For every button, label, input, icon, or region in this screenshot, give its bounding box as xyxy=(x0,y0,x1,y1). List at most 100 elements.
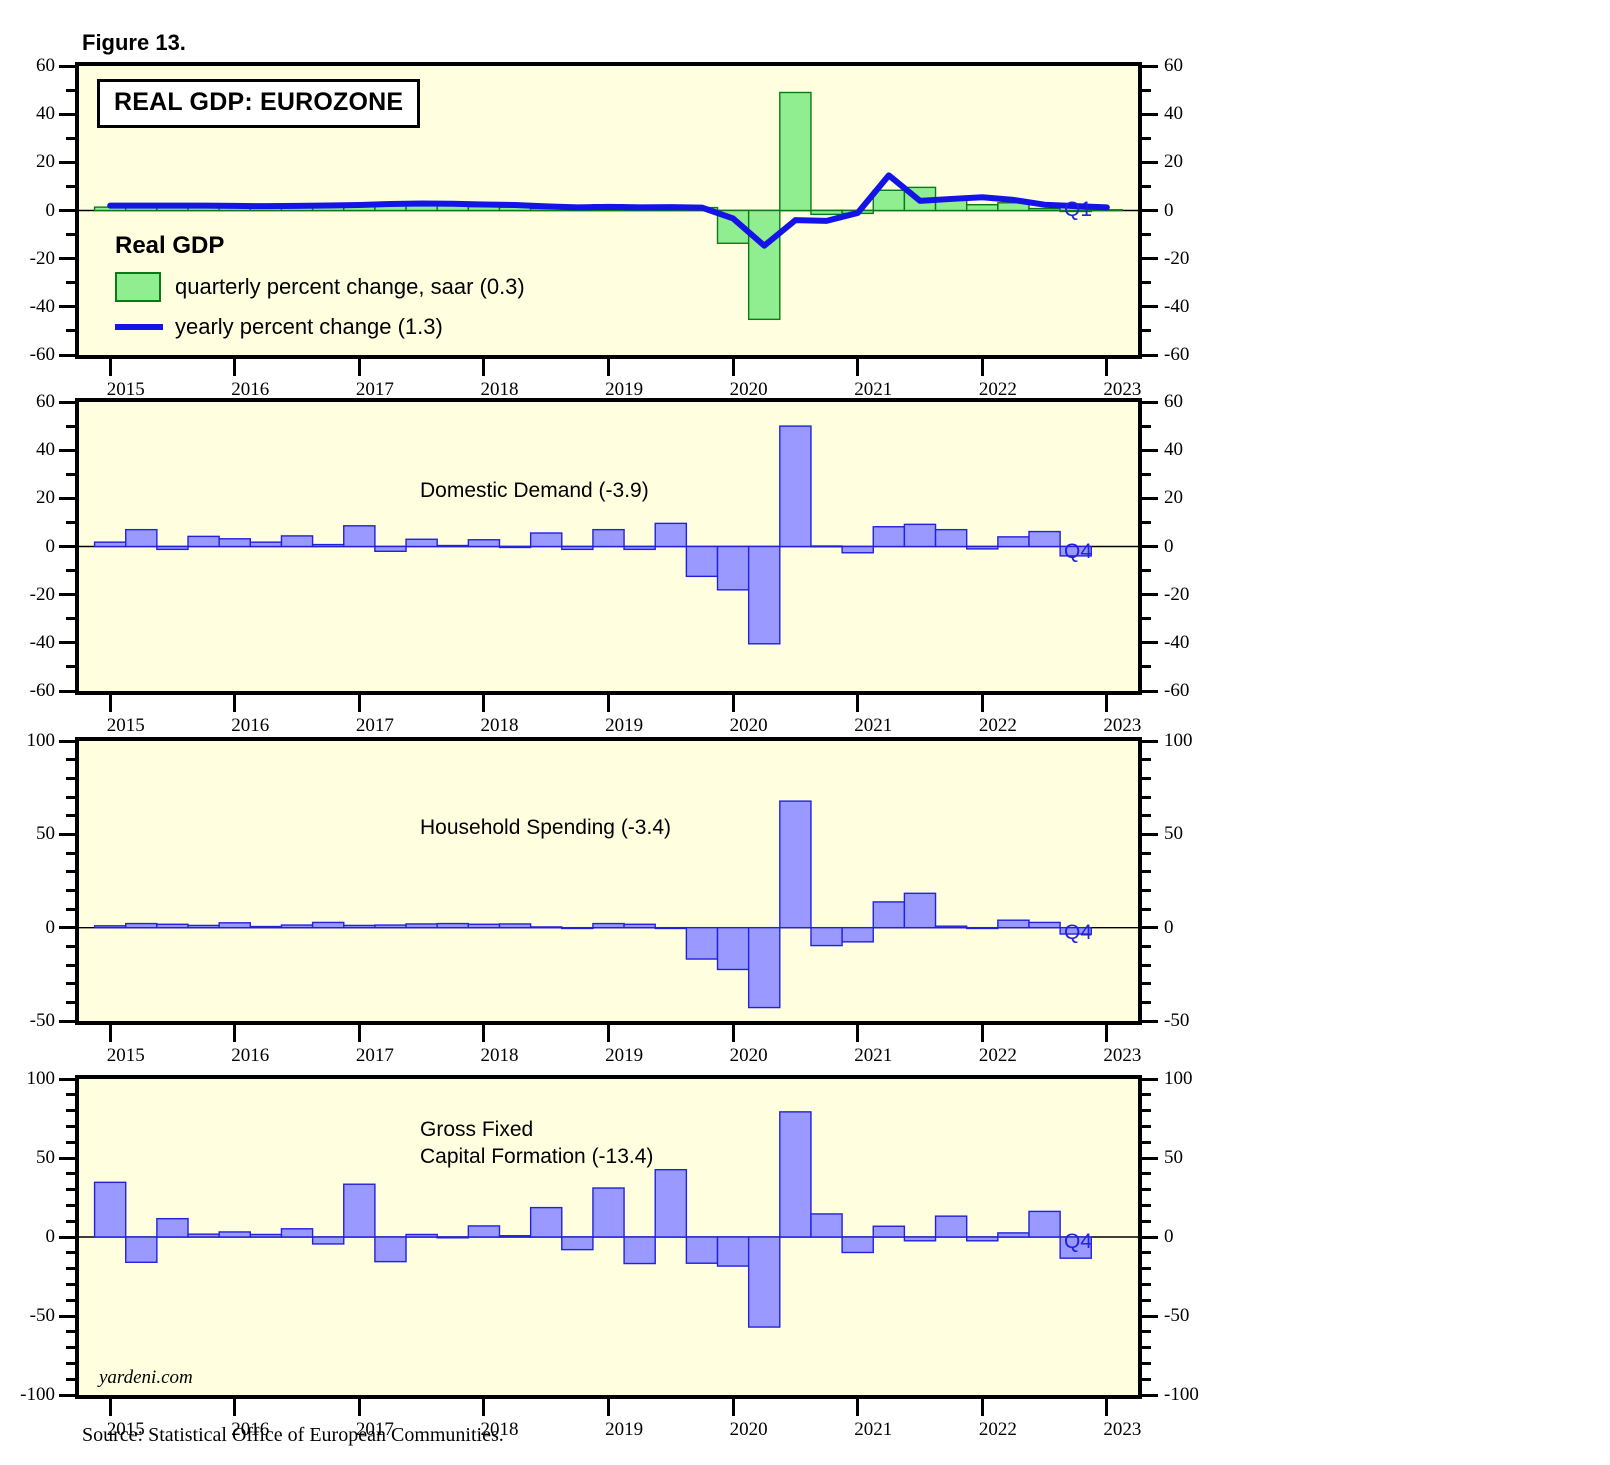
y-tick xyxy=(66,1346,75,1350)
y-tick xyxy=(59,209,75,212)
y-tick xyxy=(66,1000,75,1004)
y-tick xyxy=(1142,209,1158,212)
x-axis-label: 2023 xyxy=(1103,379,1142,400)
bar xyxy=(716,1236,750,1267)
bar xyxy=(467,1225,501,1238)
y-tick xyxy=(59,593,75,597)
y-tick xyxy=(1142,832,1158,836)
bar xyxy=(405,538,438,548)
x-axis-label: 2023 xyxy=(1103,1419,1142,1440)
y-tick xyxy=(66,982,75,986)
x-axis-label: 2018 xyxy=(480,715,519,736)
y-axis-label-left: 0 xyxy=(45,535,56,557)
last-period-label: Q4 xyxy=(1064,920,1093,944)
x-tick xyxy=(731,359,735,376)
chart-panel-household-spending: -50 -50 0 0 50 50 100 100 2015 2016 2017 2018 2019 20… xyxy=(27,730,1193,1066)
y-tick xyxy=(1142,665,1151,669)
legend-item-label: yearly percent change (1.3) xyxy=(175,314,443,339)
y-axis-label-right: 100 xyxy=(1164,730,1193,751)
bar xyxy=(965,545,999,550)
bar-series-domestic-demand xyxy=(93,425,1092,645)
x-tick xyxy=(607,695,610,712)
y-tick xyxy=(1142,160,1158,164)
y-axis-label-left: 50 xyxy=(36,823,55,845)
bar xyxy=(311,1236,345,1245)
bar xyxy=(903,1236,937,1242)
bar xyxy=(374,545,407,553)
y-tick xyxy=(66,136,75,140)
bar xyxy=(1028,1210,1061,1238)
x-axis-label: 2017 xyxy=(355,1419,394,1440)
y-axis-label-right: 20 xyxy=(1164,151,1183,173)
y-axis-label-right: 60 xyxy=(1164,55,1183,76)
x-axis-label: 2015 xyxy=(106,1419,145,1440)
y-tick xyxy=(59,353,75,357)
x-tick xyxy=(607,1399,610,1416)
y-tick xyxy=(66,329,75,333)
bar xyxy=(93,541,127,548)
y-tick xyxy=(1142,944,1151,948)
x-axis-label: 2019 xyxy=(605,1045,644,1066)
y-tick xyxy=(1142,1140,1151,1144)
y-tick xyxy=(66,1093,75,1097)
y-tick xyxy=(66,233,75,237)
bar xyxy=(810,209,843,216)
panel-caption-gross-fixed-capital-formation: Gross Fixed Capital Formation (-13.4) xyxy=(420,1118,654,1168)
bar xyxy=(187,924,220,929)
blue-line-swatch-icon xyxy=(115,324,163,330)
x-tick xyxy=(482,695,486,712)
bar xyxy=(592,922,625,929)
y-tick xyxy=(66,1188,75,1192)
y-tick xyxy=(1142,520,1151,524)
x-tick xyxy=(856,1025,860,1042)
bar xyxy=(872,526,906,548)
x-tick xyxy=(233,1399,237,1416)
y-axis-label-left: 0 xyxy=(45,1226,56,1247)
y-tick xyxy=(1142,281,1151,285)
y-tick xyxy=(66,1377,75,1381)
x-tick xyxy=(856,359,860,376)
bar xyxy=(125,1236,158,1263)
x-axis-label: 2017 xyxy=(355,379,394,400)
x-axis-label: 2021 xyxy=(854,1419,893,1440)
y-tick xyxy=(1142,617,1151,621)
x-axis-label: 2022 xyxy=(978,715,1017,736)
bar xyxy=(965,1236,999,1242)
x-tick xyxy=(1105,1025,1109,1042)
x-tick xyxy=(482,359,486,376)
y-tick xyxy=(59,641,75,645)
plot-area-household-spending xyxy=(75,737,1142,1025)
bar xyxy=(872,901,906,929)
bar xyxy=(592,1187,625,1238)
y-tick xyxy=(66,758,75,762)
y-tick xyxy=(66,1109,75,1113)
x-axis-label: 2022 xyxy=(978,1419,1017,1440)
last-period-label: Q4 xyxy=(1064,1230,1093,1253)
x-tick xyxy=(108,359,112,376)
legend-item: quarterly percent change, saar (0.3) xyxy=(115,267,525,307)
x-tick xyxy=(856,695,860,712)
y-tick xyxy=(1142,982,1151,986)
x-axis-label: 2020 xyxy=(729,715,768,736)
y-axis-label-right: -100 xyxy=(1164,1384,1199,1405)
bar xyxy=(685,545,719,578)
y-axis-label-left: 40 xyxy=(36,439,55,461)
y-axis-label-right: 0 xyxy=(1164,916,1174,938)
y-axis-label-left: 0 xyxy=(45,916,56,938)
y-tick xyxy=(1142,112,1158,116)
y-tick xyxy=(66,1298,75,1302)
bar xyxy=(903,523,937,548)
y-tick xyxy=(66,814,75,818)
bar xyxy=(685,926,719,960)
y-tick xyxy=(1142,424,1151,428)
y-tick xyxy=(1142,1219,1151,1223)
y-tick xyxy=(59,1235,75,1239)
y-tick xyxy=(66,1172,75,1176)
y-tick xyxy=(1142,1077,1158,1081)
y-tick xyxy=(59,112,75,116)
y-tick xyxy=(1142,1251,1151,1255)
bar xyxy=(810,926,843,947)
bar xyxy=(280,535,314,548)
y-tick xyxy=(66,424,75,428)
x-axis-label: 2020 xyxy=(729,1419,768,1440)
